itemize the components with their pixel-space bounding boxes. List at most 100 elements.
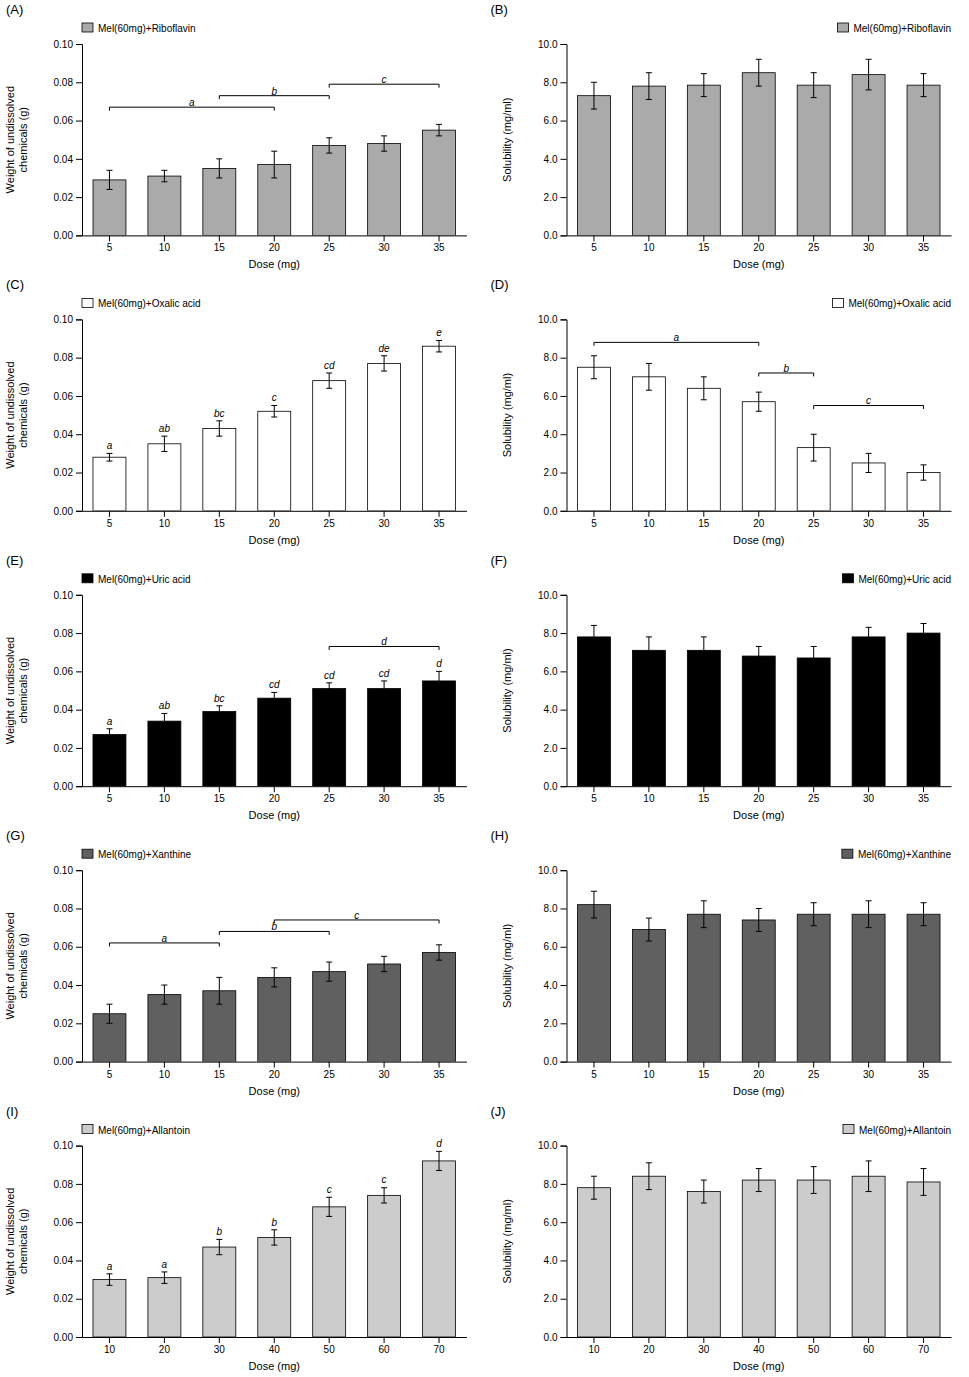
x-tick: 25 [324, 511, 336, 529]
x-tick-label: 35 [433, 793, 445, 804]
x-tick-label: 20 [269, 793, 281, 804]
panel-label: (I) [6, 1104, 18, 1119]
y-tick-label: 4.0 [544, 429, 558, 440]
y-tick-mark [76, 396, 82, 397]
bar [742, 73, 775, 236]
y-tick-label: 0.06 [54, 1217, 74, 1228]
significance-label: a [107, 440, 113, 451]
error-bar-cap [216, 158, 222, 159]
x-tick: 5 [591, 1062, 597, 1080]
legend: Mel(60mg)+Uric acid [82, 574, 191, 585]
error-bar-cap [381, 151, 387, 152]
x-tick: 20 [269, 511, 281, 529]
y-tick: 0.00 [54, 781, 82, 792]
x-tick: 40 [753, 1337, 765, 1355]
x-tick: 20 [753, 511, 765, 529]
y-tick-mark [561, 1023, 567, 1024]
error-bar-cap [326, 682, 332, 683]
x-axis: 5101520253035 [567, 235, 952, 253]
error-bar [271, 406, 277, 417]
significance-bracket-label: c [382, 74, 387, 85]
bar [203, 1247, 236, 1337]
error-bar-stem [813, 903, 814, 926]
bar-series [577, 1176, 940, 1337]
y-tick-mark [561, 1222, 567, 1223]
significance-label: b [217, 1226, 223, 1237]
legend-label: Mel(60mg)+Allantoin [98, 1125, 190, 1136]
y-tick-label: 0.06 [54, 391, 74, 402]
bar [368, 689, 401, 787]
y-axis-title-line: Weight of undissolved [4, 912, 16, 1019]
bar [742, 1180, 775, 1337]
x-tick-mark [219, 1062, 220, 1068]
error-bar-stem [219, 1239, 220, 1254]
bar [258, 698, 291, 786]
x-tick-mark [758, 511, 759, 517]
x-tick-mark [329, 235, 330, 241]
x-tick-label: 25 [324, 1069, 336, 1080]
error-bar-stem [384, 356, 385, 371]
error-bar [866, 453, 872, 472]
y-axis-line [561, 871, 568, 1062]
error-bar-stem [439, 1151, 440, 1170]
error-bar [921, 74, 927, 97]
error-bar-cap [106, 728, 112, 729]
error-bar-cap [436, 690, 442, 691]
error-bar-stem [703, 1180, 704, 1203]
error-bar-stem [164, 170, 165, 181]
y-tick-label: 0.04 [54, 429, 74, 440]
x-tick: 25 [808, 1062, 820, 1080]
x-axis: 5101520253035 [83, 1062, 468, 1080]
legend-item: Mel(60mg)+Uric acid [82, 574, 191, 585]
y-axis-title-line: Solubility (mg/ml) [501, 98, 513, 182]
error-bar-cap [271, 986, 277, 987]
x-tick: 10 [159, 235, 171, 253]
bar [313, 972, 346, 1062]
x-tick-mark [219, 235, 220, 241]
x-axis-title: Dose (mg) [733, 534, 784, 546]
x-tick: 30 [863, 511, 875, 529]
y-tick-mark [76, 710, 82, 711]
bar [368, 1195, 401, 1337]
error-bar-cap [866, 453, 872, 454]
y-tick: 0.02 [54, 192, 82, 203]
y-tick: 4.0 [544, 980, 567, 991]
bar [797, 1180, 830, 1337]
error-bar-cap [921, 1195, 927, 1196]
error-bar-cap [326, 372, 332, 373]
x-tick: 20 [753, 235, 765, 253]
bar [203, 168, 236, 235]
error-bar [921, 624, 927, 643]
y-tick-mark [76, 1023, 82, 1024]
error-bar-cap [811, 461, 817, 462]
y-tick-mark [561, 1062, 567, 1063]
error-bar-stem [758, 646, 759, 665]
error-bar-cap [381, 971, 387, 972]
y-tick-label: 4.0 [544, 1255, 558, 1266]
x-tick-mark [868, 511, 869, 517]
legend-item: Mel(60mg)+Xanthine [842, 849, 952, 860]
y-tick: 0.02 [54, 1018, 82, 1029]
y-tick-mark [561, 595, 567, 596]
x-tick-mark [868, 1337, 869, 1343]
x-tick-mark [164, 235, 165, 241]
bar [258, 411, 291, 511]
error-bar-cap [326, 1216, 332, 1217]
y-axis-title-line: Weight of undissolved [4, 86, 16, 193]
y-tick: 8.0 [544, 903, 567, 914]
y-tick: 0.10 [54, 39, 82, 50]
error-bar-cap [161, 170, 167, 171]
y-tick: 0.08 [54, 352, 82, 363]
x-tick: 30 [863, 235, 875, 253]
bar [313, 1207, 346, 1337]
y-tick: 0.00 [54, 230, 82, 241]
error-bars [106, 340, 442, 461]
error-bar-cap [271, 1245, 277, 1246]
x-tick-label: 35 [918, 243, 930, 254]
x-tick: 20 [643, 1337, 655, 1355]
x-tick-mark [923, 1337, 924, 1343]
y-tick: 10.0 [538, 39, 566, 50]
y-tick: 8.0 [544, 352, 567, 363]
y-tick-mark [561, 1337, 567, 1338]
y-tick: 0.06 [54, 1217, 82, 1228]
